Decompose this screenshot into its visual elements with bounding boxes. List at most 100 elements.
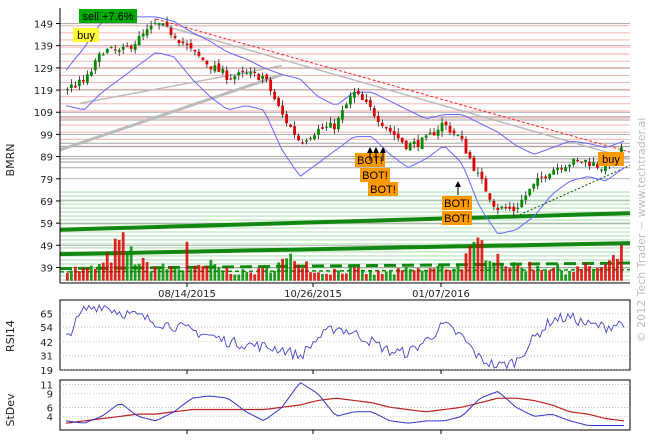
volume-bar: [424, 270, 428, 281]
candle-body: [544, 176, 548, 179]
candle-body: [428, 132, 432, 135]
candle-body: [77, 79, 81, 87]
candle-body: [564, 167, 568, 172]
candle-body: [416, 139, 420, 148]
price-tick-label: 109: [34, 108, 53, 119]
stdev-panel: 46 911: [40, 379, 631, 434]
volume-bar: [205, 266, 209, 281]
uptrend-line-grey: [79, 64, 283, 105]
candle-body: [97, 53, 101, 62]
candle-body: [113, 49, 117, 51]
rsi-tick-label: 42: [40, 338, 53, 349]
volume-bar: [265, 266, 269, 281]
volume-bar: [169, 266, 173, 281]
candle-body: [85, 74, 89, 83]
candle-body: [337, 118, 340, 130]
volume-bar: [556, 264, 560, 281]
candle-body: [556, 167, 560, 171]
stdev-line: [65, 381, 624, 426]
volume-bar: [536, 265, 540, 281]
candle-body: [524, 195, 528, 201]
volume-bar: [269, 272, 273, 281]
volume-bar: [333, 268, 336, 281]
date-tick-label: 08/14/2015: [158, 289, 216, 300]
volume-bar: [496, 253, 500, 281]
candle-body: [185, 43, 189, 46]
volume-bar: [145, 262, 149, 281]
candle-body: [277, 97, 281, 106]
candle-body: [560, 168, 564, 170]
volume-bar: [285, 258, 289, 281]
volume-bar: [572, 271, 575, 281]
candle-body: [348, 95, 352, 105]
volume-bar: [149, 271, 153, 281]
candle-body: [129, 45, 133, 49]
bot-signal-badge-text: BOT!: [362, 170, 388, 182]
candle-body: [360, 93, 364, 101]
volume-bar: [352, 267, 356, 281]
volume-bar: [121, 232, 125, 281]
candle-body: [193, 49, 197, 52]
volume-bar: [89, 265, 93, 281]
volume-bar: [309, 272, 312, 281]
volume-bar: [620, 245, 623, 281]
candle-body: [261, 75, 265, 79]
candle-body: [420, 137, 424, 149]
candle-body: [325, 126, 328, 128]
volume-bar: [428, 268, 432, 281]
price-tick-label: 99: [40, 130, 53, 141]
candle-body: [333, 123, 336, 130]
candle-body: [512, 206, 516, 212]
candle-body: [480, 171, 484, 180]
volume-bar: [524, 271, 528, 281]
candle-body: [249, 71, 253, 75]
candle-body: [488, 193, 492, 200]
volume-bar: [452, 268, 456, 281]
bot-signal-badge-text: BOT!: [444, 213, 470, 225]
candle-body: [588, 161, 591, 167]
bot-signal-badge: BOT!: [368, 182, 398, 196]
volume-bar: [368, 270, 372, 281]
volume-bar: [245, 272, 249, 281]
volume-bar: [480, 240, 484, 281]
volume-bar: [141, 257, 145, 281]
candle-body: [289, 124, 292, 127]
volume-bar: [596, 267, 599, 281]
volume-bar: [197, 264, 201, 281]
candle-body: [301, 142, 304, 144]
volume-bar: [476, 237, 480, 281]
price-tick-label: 39: [40, 263, 53, 274]
candle-body: [345, 104, 348, 109]
candle-body: [66, 89, 69, 91]
candle-body: [592, 162, 595, 166]
rsi-tick-label: 54: [40, 323, 53, 334]
stdev-tick-label: 6: [47, 403, 53, 414]
candle-body: [460, 135, 464, 139]
sell-signal-badge-box: [79, 9, 137, 23]
volume-bar: [456, 263, 460, 281]
candle-body: [552, 169, 556, 175]
volume-bar: [364, 273, 368, 281]
volume-bar: [380, 273, 384, 281]
volume-bar: [305, 261, 308, 281]
volume-bar: [552, 267, 556, 281]
volume-bar: [508, 267, 512, 281]
candle-body: [245, 72, 249, 74]
volume-bar: [225, 267, 229, 281]
signal-arrow: [380, 147, 386, 153]
candle-body: [536, 178, 540, 186]
volume-bar: [341, 273, 344, 281]
candle-body: [620, 147, 623, 154]
volume-bar: [213, 264, 217, 281]
volume-bar: [592, 269, 595, 281]
candle-body: [233, 76, 237, 80]
volume-bar: [616, 258, 619, 281]
candle-body: [456, 135, 460, 137]
volume-bar: [97, 264, 101, 281]
buy-signal-badge-box: [598, 152, 624, 166]
volume-bar: [337, 270, 340, 281]
volume-bar: [528, 261, 532, 281]
volume-bar: [237, 274, 241, 281]
volume-bar: [129, 246, 133, 281]
